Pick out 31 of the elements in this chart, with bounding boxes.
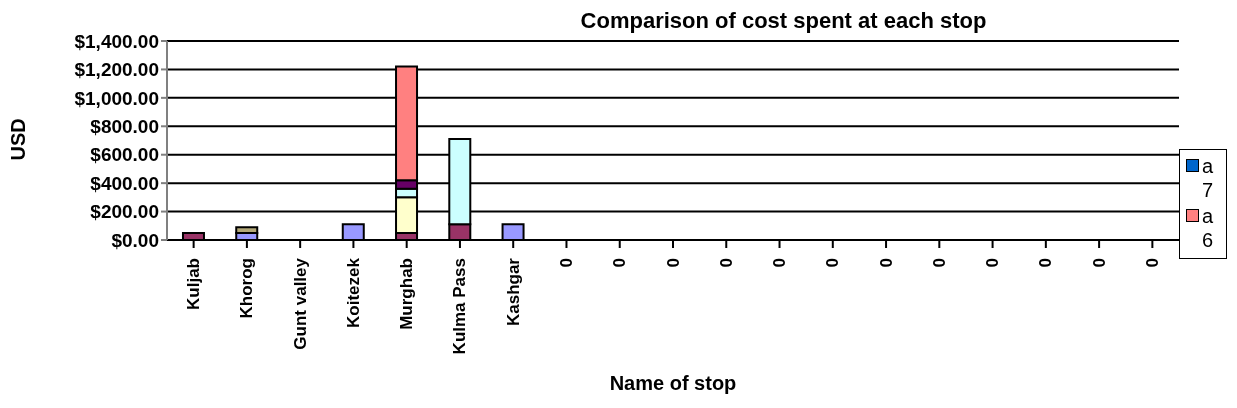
x-axis-title: Name of stop	[609, 372, 737, 394]
y-axis-title: USD	[7, 118, 30, 161]
chart-title: Comparison of cost spent at each stop	[580, 8, 987, 33]
x-tick-label: 0	[610, 258, 630, 268]
x-tick-label: 0	[1089, 258, 1109, 268]
x-tick-label: 0	[556, 258, 576, 268]
y-tick-label: $800.00	[90, 116, 159, 138]
y-tick-label: $400.00	[90, 172, 159, 194]
y-tick-label: $600.00	[90, 144, 159, 166]
x-tick-label: Kulma Pass	[450, 258, 470, 355]
x-tick-label: Kashgar	[503, 257, 523, 327]
x-tick-label: 0	[770, 258, 790, 268]
x-tick-label: 0	[876, 258, 896, 268]
x-tick-label: 0	[663, 258, 683, 268]
y-tick-label: $1,200.00	[74, 59, 159, 81]
x-tick-label: Khorog	[237, 258, 257, 319]
y-tick-label: $200.00	[90, 201, 159, 223]
x-tick-label: 0	[716, 258, 736, 268]
legend-label: a 6	[1202, 204, 1215, 252]
y-tick-label: $1,000.00	[74, 87, 159, 109]
x-tick-label: Kuljab	[184, 258, 204, 310]
x-tick-label: 0	[823, 258, 843, 268]
x-tick-label: 0	[983, 258, 1003, 268]
x-tick-label: Gunt valley	[290, 257, 310, 350]
x-tick-label: 0	[929, 258, 949, 268]
x-tick-label: Murghab	[397, 258, 417, 330]
y-tick-label: $1,400.00	[74, 30, 159, 52]
x-tick-label: 0	[1142, 258, 1162, 268]
x-tick-label: Koitezek	[343, 257, 363, 328]
y-tick-label: $0.00	[111, 229, 159, 251]
x-tick-label: 0	[1036, 258, 1056, 268]
